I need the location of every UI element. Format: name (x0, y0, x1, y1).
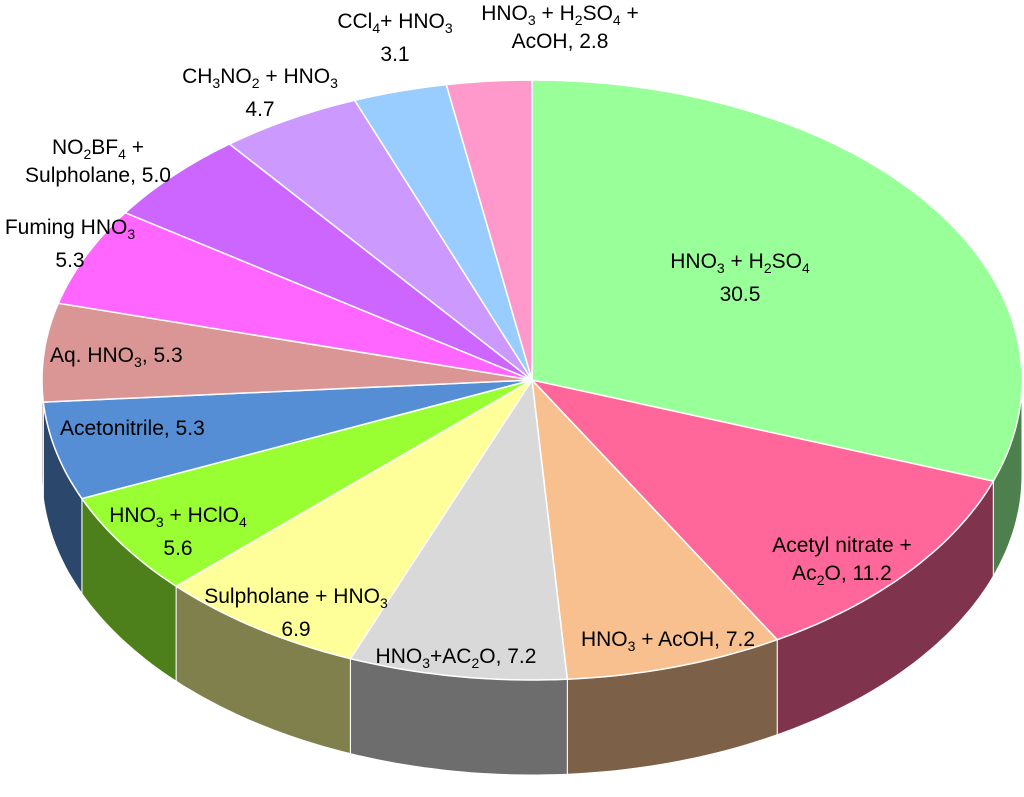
pie-slice-12 (353, 83, 533, 381)
pie-slice-4 (349, 377, 569, 681)
pie-slice-6 (80, 379, 533, 588)
slice-label-3: HNO3 + AcOH, 7.2 (581, 628, 755, 654)
slice-label-6: HNO3 + HClO4 5.6 (109, 504, 247, 560)
slice-label-4: HNO3+AC2O, 7.2 (376, 645, 537, 671)
slice-label-5: Sulpholane + HNO3 6.9 (204, 585, 388, 641)
slice-label-11: CH3NO2 + HNO3 4.7 (182, 65, 338, 121)
slice-label-7: Acetonitrile, 5.3 (60, 417, 205, 440)
pie-side-walls (41, 379, 1023, 776)
pie-slice-2 (529, 378, 995, 641)
slice-label-12: CCl4+ HNO3 3.1 (337, 10, 453, 66)
pie-labels: HNO3 + H2SO4 30.5 Acetyl nitrate + Ac2O, 11… (5, 2, 912, 671)
slice-label-2: Acetyl nitrate + Ac2O, 11.2 (772, 534, 911, 588)
pie-slice-1 (531, 79, 1023, 482)
pie-slices (41, 79, 1023, 681)
pie-slice-13 (445, 79, 533, 381)
pie-slice-11 (228, 99, 533, 381)
pie-slice-10 (123, 143, 533, 381)
slice-label-10: NO2BF4 + Sulpholane, 5.0 (25, 136, 171, 187)
pie-slice-7 (42, 379, 533, 500)
slice-label-9: Fuming HNO3 5.3 (5, 216, 136, 272)
pie-slice-5 (174, 379, 533, 660)
pie-slice-8 (41, 302, 533, 403)
slice-label-13: HNO3 + H2SO4 + AcOH, 2.8 (481, 2, 639, 53)
slice-label-1: HNO3 + H2SO4 30.5 (670, 250, 810, 306)
pie-slice-3 (530, 377, 779, 680)
slice-label-8: Aq. HNO3, 5.3 (50, 344, 183, 370)
pie-slice-9 (57, 211, 533, 381)
